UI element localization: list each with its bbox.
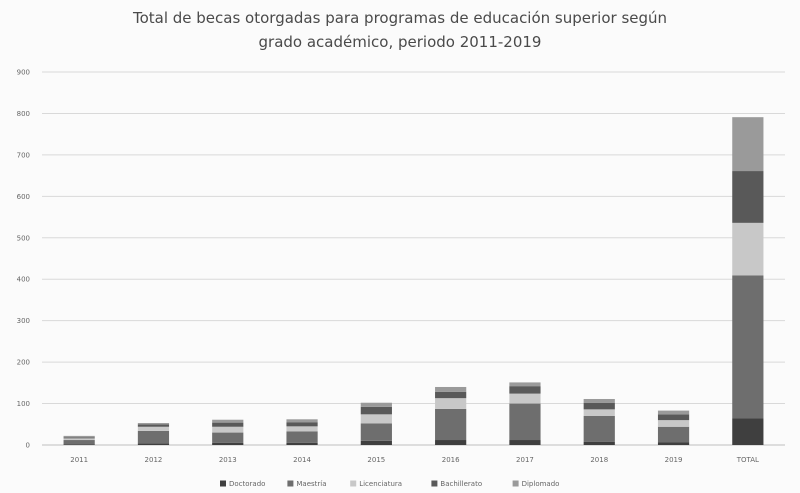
legend-swatch-licenciatura <box>350 480 357 487</box>
bar-segment-licenciatura-2016 <box>435 398 467 409</box>
bar-segment-bachillerato-2016 <box>435 391 467 399</box>
bar-segment-diplomado-2014 <box>286 419 318 423</box>
bar-segment-doctorado-2014 <box>286 442 318 445</box>
bar-segment-maestría-2012 <box>137 430 170 444</box>
bar-segment-diplomado-2016 <box>435 386 467 392</box>
bar-segment-licenciatura-2019 <box>657 420 690 427</box>
y-tick-label: 900 <box>17 69 30 77</box>
chart-title-line-1: Total de becas otorgadas para programas … <box>132 9 668 27</box>
x-tick-label: 2012 <box>145 456 163 464</box>
legend-swatch-maestría <box>287 480 294 487</box>
bar-segment-licenciatura-2011 <box>63 438 95 441</box>
legend-swatch-doctorado <box>220 480 226 487</box>
bar-segment-maestría-2018 <box>583 415 615 442</box>
y-tick-label: 400 <box>17 276 30 284</box>
x-tick-labels: 2011 2012 2013 2014 2015 2016 2017 2018 2019 TOTA… <box>70 456 759 464</box>
bar-segment-bachillerato-2015 <box>360 406 392 415</box>
x-tick-label: 2013 <box>219 456 237 464</box>
legend-label-bachillerato: Bachillerato <box>440 480 482 488</box>
bar-segment-bachillerato-2017 <box>509 386 541 394</box>
y-tick-label: 300 <box>17 317 30 325</box>
legend-swatch-diplomado <box>512 480 519 487</box>
x-tick-label: 2016 <box>442 456 460 464</box>
legend-label-doctorado: Doctorado <box>229 480 265 488</box>
bar-segment-diplomado-2012 <box>137 423 170 425</box>
bar-segment-bachillerato-2019 <box>657 414 690 421</box>
bar-segment-maestría-2011 <box>63 440 95 445</box>
y-tick-label: 500 <box>17 234 30 242</box>
bar-segment-diplomado-2015 <box>360 402 392 407</box>
bar-segment-doctorado-2013 <box>212 442 244 445</box>
y-tick-label: 800 <box>17 110 30 118</box>
bar-segment-doctorado-2011 <box>63 444 95 445</box>
bar-segment-diplomado-2013 <box>212 419 244 423</box>
bar-segment-maestría-2015 <box>360 423 392 441</box>
bar-segment-licenciatura-2017 <box>509 393 541 404</box>
chart-title: Total de becas otorgadas para programas … <box>60 6 740 54</box>
x-tick-label: TOTAL <box>736 456 759 464</box>
bar-segment-doctorado-2019 <box>657 442 690 445</box>
legend-swatch-bachillerato <box>431 480 438 487</box>
x-tick-label: 2017 <box>516 456 534 464</box>
bar-segment-doctorado-2017 <box>509 440 541 445</box>
y-tick-label: 200 <box>17 359 30 367</box>
bar-segment-maestría-2019 <box>657 426 690 443</box>
x-tick-label: 2018 <box>590 456 608 464</box>
legend-label-licenciatura: Licenciatura <box>359 480 402 488</box>
y-tick-labels: 0 100 200 300 400 500 600 700 800 900 <box>17 69 30 450</box>
bar-segment-bachillerato-2018 <box>583 402 615 410</box>
x-tick-label: 2019 <box>665 456 683 464</box>
bar-segment-licenciatura-2012 <box>137 426 170 431</box>
y-tick-label: 700 <box>17 151 30 159</box>
bar-segment-bachillerato-2012 <box>137 424 170 427</box>
bar-segment-bachillerato-2013 <box>212 422 244 427</box>
bar-segment-maestría-2014 <box>286 431 318 443</box>
bar-segment-licenciatura-2018 <box>583 409 615 416</box>
x-tick-label: 2014 <box>293 456 311 464</box>
bar-segment-maestría-2017 <box>509 403 541 441</box>
bar-segment-licenciatura-2015 <box>360 414 392 424</box>
y-tick-label: 600 <box>17 193 30 201</box>
y-tick-label: 100 <box>17 400 30 408</box>
x-tick-label: 2015 <box>367 456 385 464</box>
bar-segment-doctorado-2012 <box>137 443 170 445</box>
bar-segment-diplomado-2019 <box>657 410 690 415</box>
bar-segment-doctorado-total <box>732 418 764 445</box>
bar-segment-doctorado-2016 <box>435 440 467 445</box>
legend-label-maestría: Maestría <box>296 480 326 488</box>
bar-segment-maestría-2013 <box>212 432 244 443</box>
chart-title-line-2: grado académico, periodo 2011-2019 <box>258 33 542 51</box>
x-tick-label: 2011 <box>70 456 88 464</box>
legend-label-diplomado: Diplomado <box>522 480 560 488</box>
bar-segment-licenciatura-2013 <box>212 426 244 433</box>
bar-segment-bachillerato-2011 <box>63 437 95 439</box>
gridlines <box>42 71 785 446</box>
bar-segment-doctorado-2018 <box>583 441 615 445</box>
bar-segment-doctorado-2015 <box>360 440 392 445</box>
bar-segment-maestría-2016 <box>435 408 467 441</box>
bar-segment-bachillerato-2014 <box>286 422 318 427</box>
bar-segment-bachillerato-total <box>732 171 764 223</box>
bar-segment-licenciatura-total <box>732 222 764 276</box>
bar-segment-diplomado-total <box>732 117 764 172</box>
bars <box>63 117 764 445</box>
bar-segment-licenciatura-2014 <box>286 426 318 432</box>
y-tick-label: 0 <box>26 442 30 450</box>
bar-segment-diplomado-2018 <box>583 398 615 403</box>
bar-segment-diplomado-2011 <box>63 435 95 438</box>
legend: Doctorado Maestría Licenciatura Bachillerat… <box>220 480 559 488</box>
bar-segment-maestría-total <box>732 275 764 419</box>
bar-segment-diplomado-2017 <box>509 382 541 387</box>
